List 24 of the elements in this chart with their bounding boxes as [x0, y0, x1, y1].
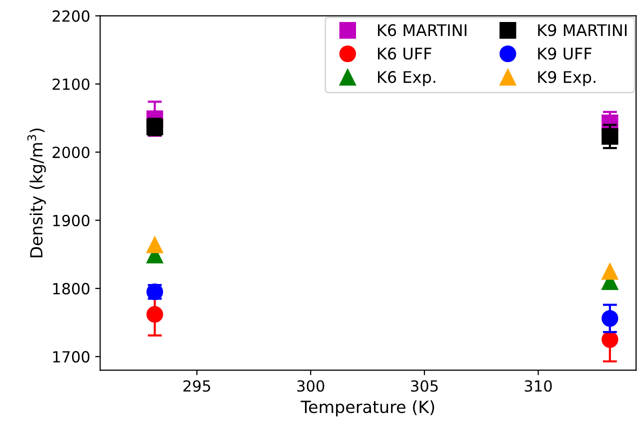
point: [146, 236, 164, 254]
y-tick-label: 2100: [52, 78, 90, 90]
x-axis-title: Temperature (K): [300, 400, 434, 416]
legend-label: K9 Exp.: [538, 70, 596, 86]
x-tick-label: 310: [524, 380, 552, 392]
point: [602, 128, 618, 145]
x-tick-label: 305: [411, 380, 438, 392]
x-tick-label: 295: [183, 380, 210, 392]
y-tick-label: 2200: [52, 10, 90, 22]
y-tick-label: 1800: [53, 282, 90, 294]
y-tick-label: 2000: [52, 146, 90, 158]
y-axis-title: Density (kg/m$^{3}$): [27, 128, 46, 258]
legend-label: K6 MARTINI: [378, 24, 466, 36]
point: [146, 306, 164, 323]
point: [602, 331, 618, 348]
point: [602, 310, 618, 327]
point: [602, 263, 618, 280]
legend-label: K6 Exp.: [378, 70, 436, 86]
y-tick-label: 1900: [53, 214, 90, 226]
legend-label: K9 UFF: [538, 48, 592, 60]
legend-label: K6 UFF: [378, 48, 432, 60]
x-tick-label: 300: [297, 380, 324, 392]
legend-label: K9 MARTINI: [538, 24, 627, 36]
y-tick-label: 1700: [53, 351, 90, 363]
